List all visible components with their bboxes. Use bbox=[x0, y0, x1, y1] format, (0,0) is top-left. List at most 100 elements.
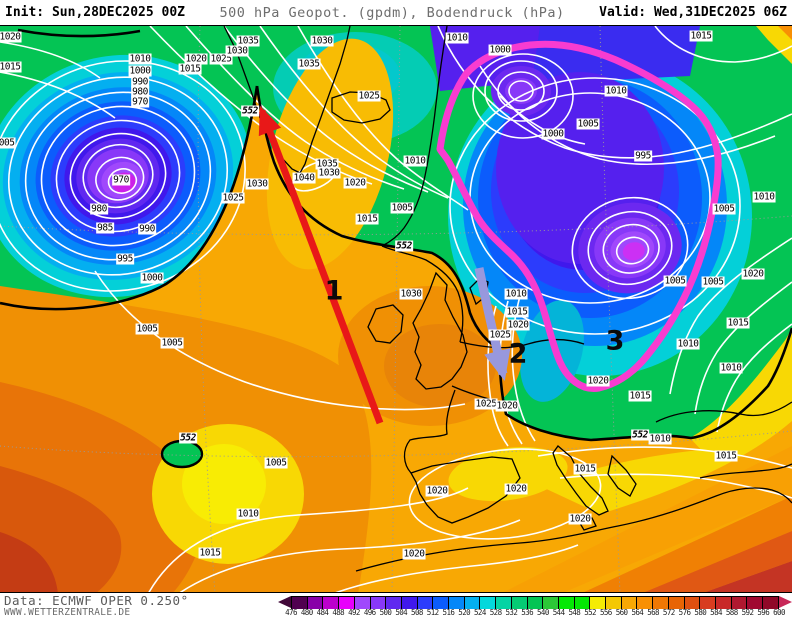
magenta-highlight-outline bbox=[436, 40, 722, 392]
weather-map: 1020101510051010100099098097097098098599… bbox=[0, 25, 792, 593]
colorbar-tick-label: 544 bbox=[552, 608, 565, 617]
colorbar-cell bbox=[558, 597, 575, 609]
pressure-label: 1030 bbox=[399, 288, 423, 300]
pressure-label: 1025 bbox=[488, 329, 512, 341]
colorbar-tick-label: 592 bbox=[741, 608, 754, 617]
pressure-label: 990 bbox=[131, 76, 149, 88]
pressure-label: 1010 bbox=[403, 155, 427, 167]
pressure-label: 1030 bbox=[245, 178, 269, 190]
pressure-label: 1035 bbox=[315, 158, 339, 170]
colorbar-tick-label: 580 bbox=[694, 608, 707, 617]
colorbar-cell bbox=[653, 597, 669, 609]
graticule bbox=[0, 26, 792, 592]
annotation-number-1: 1 bbox=[324, 275, 344, 307]
pressure-label: 1015 bbox=[573, 463, 597, 475]
colorbar-tick-label: 512 bbox=[426, 608, 439, 617]
colorbar-cell bbox=[464, 597, 481, 609]
pressure-label: 970 bbox=[112, 174, 130, 186]
pressure-label: 1020 bbox=[184, 53, 208, 65]
pressure-label: 1000 bbox=[541, 128, 565, 140]
colorbar-cell bbox=[449, 597, 465, 609]
pressure-label: 1000 bbox=[488, 44, 512, 56]
colorbar-cell bbox=[606, 597, 622, 609]
colorbar-tick-label: 488 bbox=[332, 608, 345, 617]
colorbar-tick-label: 476 bbox=[285, 608, 297, 617]
pressure-label: 1030 bbox=[225, 45, 249, 57]
colorbar-cell bbox=[543, 597, 559, 609]
colorbar-cell bbox=[417, 597, 434, 609]
pressure-label: 995 bbox=[116, 253, 134, 265]
pressure-label: 1020 bbox=[0, 31, 22, 43]
chart-title: 500 hPa Geopot. (gpdm), Bodendruck (hPa) bbox=[219, 4, 565, 21]
pressure-label: 990 bbox=[138, 223, 156, 235]
colorbar-cell bbox=[621, 597, 638, 609]
colorbar-cell bbox=[590, 597, 607, 609]
colorbar-tick-label: 556 bbox=[599, 608, 612, 617]
blue-arrow bbox=[474, 267, 511, 381]
pressure-label: 1035 bbox=[236, 35, 260, 47]
colorbar-tick-label: 536 bbox=[521, 608, 533, 617]
pressure-label: 1020 bbox=[495, 400, 519, 412]
colorbar-tick-label: 480 bbox=[300, 608, 313, 617]
colorbar-left-arrow-icon bbox=[278, 596, 291, 608]
pressure-label: 1015 bbox=[178, 63, 202, 75]
pressure-label: 1000 bbox=[128, 65, 152, 77]
pressure-label: 1005 bbox=[576, 118, 600, 130]
colorbar-tick-label: 560 bbox=[615, 608, 628, 617]
pressure-label: 1020 bbox=[586, 375, 610, 387]
pressure-label: 1015 bbox=[689, 30, 713, 42]
pressure-label: 970 bbox=[131, 96, 149, 108]
colorbar-tick-label: 516 bbox=[442, 608, 455, 617]
pressure-label: 985 bbox=[96, 222, 114, 234]
pressure-label: 1005 bbox=[135, 323, 159, 335]
pressure-label: 1035 bbox=[297, 58, 321, 70]
pressure-label: 1005 bbox=[264, 457, 288, 469]
pressure-label: 1005 bbox=[701, 276, 725, 288]
pressure-label: 1010 bbox=[236, 508, 260, 520]
colorbar-cell bbox=[747, 597, 764, 609]
colorbar-cell bbox=[291, 597, 308, 609]
colorbar-cell bbox=[668, 597, 685, 609]
colorbar-cell bbox=[684, 597, 701, 609]
colorbar-cell bbox=[354, 597, 371, 609]
website-label: WWW.WETTERZENTRALE.DE bbox=[4, 607, 131, 618]
geopotential-552-label: 552 bbox=[631, 429, 649, 441]
colorbar-cell bbox=[511, 597, 528, 609]
colorbar-tick-label: 528 bbox=[489, 608, 502, 617]
colorbar-tick-label: 500 bbox=[379, 608, 392, 617]
colorbar-tick-label: 584 bbox=[710, 608, 722, 617]
colorbar-cell bbox=[574, 597, 591, 609]
pressure-label: 1015 bbox=[198, 547, 222, 559]
colorbar-cell bbox=[307, 597, 324, 609]
colorbar-tick-label: 492 bbox=[348, 608, 360, 617]
pressure-label: 1015 bbox=[0, 61, 22, 73]
colorbar-cell bbox=[401, 597, 418, 609]
colorbar-tick-label: 568 bbox=[647, 608, 659, 617]
colorbar-cell bbox=[527, 597, 544, 609]
pressure-label: 1005 bbox=[0, 137, 16, 149]
chart-header: Init: Sun,28DEC2025 00Z 500 hPa Geopot. … bbox=[0, 0, 792, 25]
colorbar-cell bbox=[496, 597, 512, 609]
colorbar-tick-label: 548 bbox=[568, 608, 581, 617]
colorbar-cell bbox=[339, 597, 355, 609]
pressure-label: 1015 bbox=[355, 213, 379, 225]
valid-time-label: Valid: Wed,31DEC2025 06Z bbox=[599, 5, 787, 20]
pressure-label: 1015 bbox=[505, 306, 529, 318]
red-arrow bbox=[258, 105, 384, 425]
colorbar-tick-label: 508 bbox=[411, 608, 423, 617]
annotation-number-2: 2 bbox=[508, 338, 528, 370]
pressure-label: 980 bbox=[131, 86, 149, 98]
annotation-number-3: 3 bbox=[605, 325, 625, 357]
colorbar-labels: 476 480 484 488 492 496 500 504 508 512 516 520 524 5… bbox=[278, 608, 792, 617]
pressure-label: 1025 bbox=[474, 398, 498, 410]
geopotential-552-label: 552 bbox=[179, 432, 197, 444]
pressure-label: 1015 bbox=[714, 450, 738, 462]
colorbar-tick-label: 576 bbox=[678, 608, 691, 617]
pressure-label: 980 bbox=[90, 203, 108, 215]
pressure-label: 1005 bbox=[160, 337, 184, 349]
colorbar-cell bbox=[433, 597, 450, 609]
pressure-label: 1010 bbox=[752, 191, 776, 203]
init-time-label: Init: Sun,28DEC2025 00Z bbox=[5, 5, 186, 20]
pressure-label: 1010 bbox=[604, 85, 628, 97]
colorbar-tick-label: 564 bbox=[631, 608, 644, 617]
